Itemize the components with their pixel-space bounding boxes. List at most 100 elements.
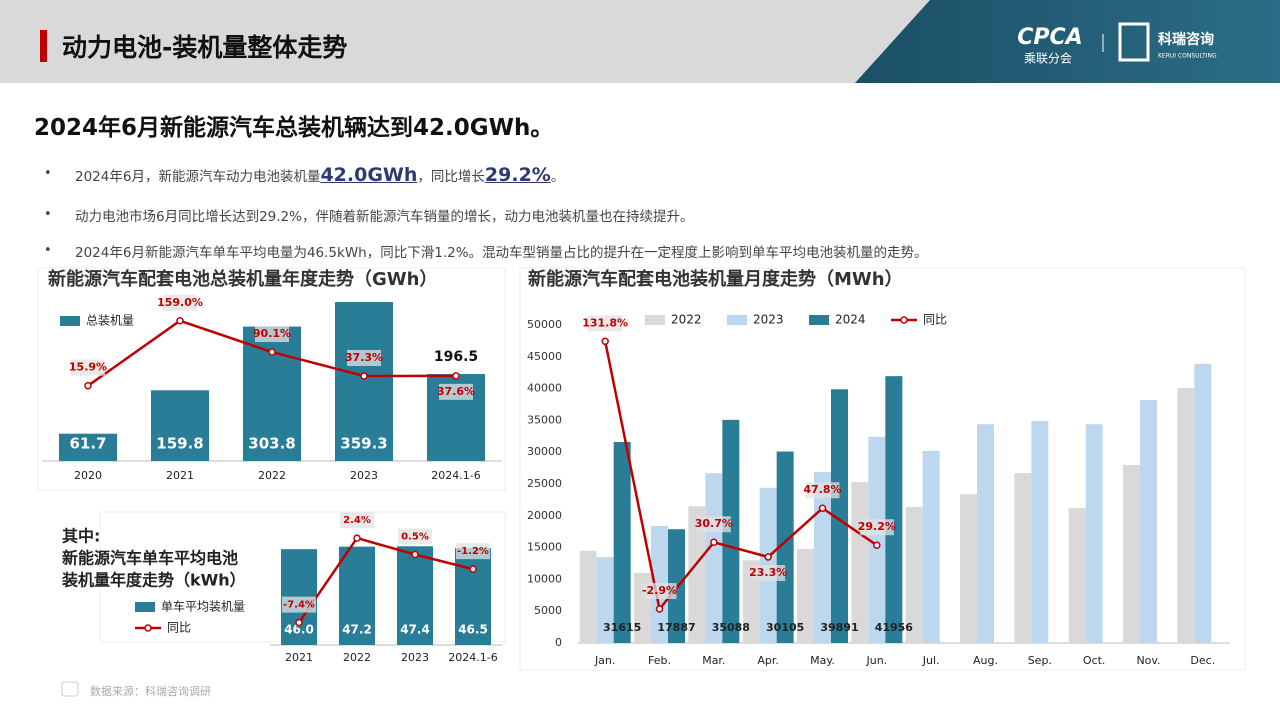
bar <box>1085 424 1103 643</box>
bar-value-label: 47.4 <box>400 623 430 637</box>
label-bg <box>456 543 490 560</box>
line-point <box>601 337 609 346</box>
y-tick-label: 40000 <box>527 382 562 395</box>
legend-label: 2022 <box>671 313 702 327</box>
line-value-label: 37.6% <box>437 385 475 398</box>
x-tick-label: 2021 <box>166 469 194 482</box>
x-tick-label: Dec. <box>1190 654 1215 667</box>
bullet-text: 2024年6月，新能源汽车动力电池装机量42.0GWh，同比增长29.2%。 <box>75 164 564 186</box>
line-value-label: -7.4% <box>283 600 315 611</box>
highlight: 42.0GWh <box>320 164 418 186</box>
line-point <box>655 605 664 613</box>
legend-swatch <box>727 315 747 325</box>
x-tick-label: 2023 <box>401 651 429 664</box>
logo-kerui-sub: KERUI CONSULTING <box>1158 53 1217 60</box>
chart-frame <box>37 267 506 491</box>
bullet-part: 2024年6月新能源汽车单车平均电量为46.5kWh，同比下滑1.2%。混动车型… <box>75 245 928 261</box>
bar <box>960 494 977 643</box>
label-bg <box>588 315 623 332</box>
bar <box>1014 473 1032 643</box>
bar-value-label: 31615 <box>603 621 641 634</box>
line-point <box>764 553 772 561</box>
x-tick-label: 2022 <box>343 651 371 664</box>
line-value-label: 2.4% <box>343 515 371 526</box>
x-tick-label: 2024.1-6 <box>448 651 497 664</box>
y-tick-label: 30000 <box>527 445 562 458</box>
x-tick-label: Jul. <box>922 654 940 667</box>
label-bg <box>71 359 105 376</box>
label-bg <box>255 326 289 343</box>
line <box>297 536 474 624</box>
line-value-label: 0.5% <box>401 531 429 542</box>
line-value-label: -2.9% <box>642 584 677 597</box>
page-title: 动力电池-装机量整体走势 <box>62 33 348 62</box>
legend-swatch <box>144 624 152 632</box>
y-tick-label: 10000 <box>527 572 562 585</box>
x-tick-label: Jan. <box>594 654 615 667</box>
line-value-label: 159.0% <box>157 296 203 309</box>
chart-title: 新能源汽车配套电池总装机量年度走势（GWh） <box>48 268 437 290</box>
chart-title: 装机量年度走势（kWh） <box>61 571 246 590</box>
y-tick-label: 45000 <box>527 350 562 363</box>
label-bg <box>805 482 840 499</box>
line-point <box>360 372 368 380</box>
x-tick-label: Mar. <box>702 654 725 667</box>
legend-swatch <box>60 316 80 326</box>
bar <box>1194 363 1212 643</box>
x-tick-label: Oct. <box>1083 654 1106 667</box>
line-value-label: 131.8% <box>582 316 628 329</box>
line-point <box>818 504 827 512</box>
legend-swatch <box>900 316 908 324</box>
line-value-label: 23.3% <box>749 566 787 579</box>
header-accent <box>855 0 1280 83</box>
bar <box>885 376 903 643</box>
bullet-part: 动力电池市场6月同比增长达到29.2%，伴随着新能源汽车销量的增长，动力电池装机… <box>75 209 694 225</box>
x-tick-label: 2023 <box>350 469 378 482</box>
x-tick-label: Jun. <box>865 654 887 667</box>
x-tick-label: Aug. <box>973 654 998 667</box>
bar-value-label: 17887 <box>657 621 695 634</box>
x-tick-label: 2020 <box>74 469 102 482</box>
bar <box>59 433 117 461</box>
line-value-label: 37.3% <box>345 351 383 364</box>
line-value-label: 29.2% <box>858 520 896 533</box>
y-tick-label: 20000 <box>527 509 562 522</box>
bar-value-label: 46.5 <box>458 623 488 637</box>
x-tick-label: 2024.1-6 <box>431 469 480 482</box>
x-tick-label: Feb. <box>648 654 671 667</box>
bar <box>922 450 940 643</box>
y-tick-label: 15000 <box>527 541 562 554</box>
bar-value-label: 359.3 <box>340 435 387 453</box>
line <box>603 341 878 612</box>
chart-title: 新能源汽车单车平均电池 <box>62 549 238 568</box>
logo-mark <box>1118 22 1150 62</box>
logo-kerui: 科瑞咨询 <box>1158 31 1214 48</box>
label-bg <box>282 596 316 613</box>
source-icon <box>61 681 79 697</box>
label-bg <box>398 528 432 545</box>
legend-label: 同比 <box>923 313 947 327</box>
bar <box>613 441 631 643</box>
source-note: 数据来源：科瑞咨询调研 <box>90 685 211 698</box>
bar <box>868 436 886 643</box>
y-tick-label: 5000 <box>534 604 562 617</box>
line-point <box>295 618 303 627</box>
bar-value-label: 35088 <box>712 621 750 634</box>
legend-swatch <box>645 315 665 325</box>
label-bg <box>696 516 731 533</box>
bullet-part: ，同比增长 <box>417 169 485 185</box>
bar <box>851 482 869 643</box>
label-bg <box>340 512 374 529</box>
legend-label: 2023 <box>753 313 784 327</box>
bar <box>688 506 706 643</box>
bullet-text: 动力电池市场6月同比增长达到29.2%，伴随着新能源汽车销量的增长，动力电池装机… <box>75 205 693 225</box>
bar <box>151 390 209 461</box>
chart-title: 其中: <box>62 527 100 546</box>
bullet-part: 2024年6月，新能源汽车动力电池装机量 <box>75 169 321 185</box>
x-tick-label: Nov. <box>1136 654 1160 667</box>
legend-label: 2024 <box>835 313 866 327</box>
label-bg <box>859 519 894 536</box>
line-value-label: -1.2% <box>457 546 489 557</box>
line-point <box>411 550 419 559</box>
